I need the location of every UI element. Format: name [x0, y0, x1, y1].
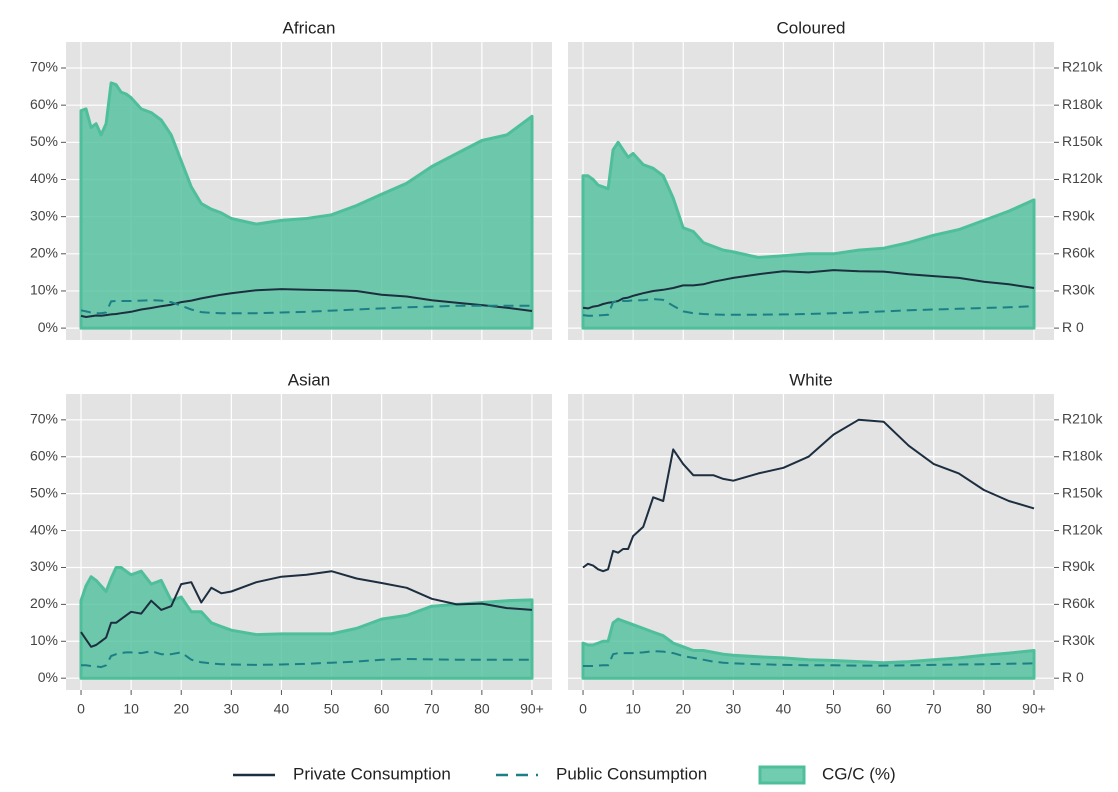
y2-tick-label: R30k: [1062, 282, 1096, 298]
y-tick-label: 70%: [30, 411, 58, 427]
x-tick-label: 50: [826, 701, 842, 717]
y-tick-label: 60%: [30, 447, 58, 463]
y2-tick-label: R120k: [1062, 170, 1103, 186]
x-tick-label: 30: [726, 701, 742, 717]
line: [582, 418, 1035, 573]
y2-tick-label: R150k: [1062, 484, 1103, 500]
x-tick-label: 10: [123, 701, 139, 717]
y-tick-label: 40%: [30, 170, 58, 186]
line: [583, 650, 1035, 667]
area: [581, 140, 1036, 330]
x-tick-label: 60: [374, 701, 390, 717]
area: [581, 617, 1036, 680]
line: [80, 570, 533, 648]
y2-tick-label: R 0: [1062, 319, 1084, 335]
x-tick-label: 0: [579, 701, 587, 717]
panel-title: African: [283, 18, 336, 37]
panel-title: White: [789, 370, 832, 389]
x-tick-label: 60: [876, 701, 892, 717]
x-tick-label: 0: [77, 701, 85, 717]
x-tick-label: 80: [976, 701, 992, 717]
x-tick-label: 40: [776, 701, 792, 717]
x-tick-label: 50: [324, 701, 340, 717]
x-tick-label: 20: [675, 701, 691, 717]
legend-label: CG/C (%): [822, 764, 896, 783]
y-tick-label: 60%: [30, 96, 58, 112]
y2-tick-label: R 0: [1062, 669, 1084, 685]
panel-title: Asian: [288, 370, 331, 389]
x-tick-label: 30: [224, 701, 240, 717]
x-tick-label: 20: [173, 701, 189, 717]
legend-swatch: [758, 765, 806, 785]
y2-tick-label: R150k: [1062, 133, 1103, 149]
y-tick-label: 70%: [30, 59, 58, 75]
x-tick-label: 90+: [520, 701, 544, 717]
line: [81, 650, 532, 669]
x-tick-label: 70: [424, 701, 440, 717]
x-tick-label: 80: [474, 701, 490, 717]
line: [582, 298, 1035, 317]
x-tick-label: 70: [926, 701, 942, 717]
y-tick-label: 10%: [30, 632, 58, 648]
panel-title: Coloured: [777, 18, 846, 37]
y-tick-label: 0%: [38, 669, 58, 685]
line: [80, 299, 532, 315]
y-tick-label: 50%: [30, 484, 58, 500]
y-tick-label: 50%: [30, 133, 58, 149]
y-tick-label: 30%: [30, 558, 58, 574]
y-tick-label: 40%: [30, 521, 58, 537]
y2-tick-label: R90k: [1062, 207, 1096, 223]
y2-tick-label: R30k: [1062, 632, 1096, 648]
y-tick-label: 20%: [30, 244, 58, 260]
y-tick-label: 10%: [30, 282, 58, 298]
x-tick-label: 40: [274, 701, 290, 717]
legend-label: Public Consumption: [556, 764, 707, 783]
line: [582, 269, 1035, 310]
y2-tick-label: R210k: [1062, 59, 1103, 75]
area: [79, 81, 534, 330]
y-tick-label: 30%: [30, 207, 58, 223]
y2-tick-label: R120k: [1062, 521, 1103, 537]
y2-tick-label: R210k: [1062, 411, 1103, 427]
legend-label: Private Consumption: [293, 764, 451, 783]
y-tick-label: 20%: [30, 595, 58, 611]
y2-tick-label: R180k: [1062, 96, 1103, 112]
y2-tick-label: R60k: [1062, 595, 1096, 611]
x-tick-label: 90+: [1022, 701, 1046, 717]
line: [80, 288, 533, 318]
y2-tick-label: R180k: [1062, 447, 1103, 463]
y2-tick-label: R90k: [1062, 558, 1096, 574]
y-tick-label: 0%: [38, 319, 58, 335]
y2-tick-label: R60k: [1062, 244, 1096, 260]
x-tick-label: 10: [625, 701, 641, 717]
